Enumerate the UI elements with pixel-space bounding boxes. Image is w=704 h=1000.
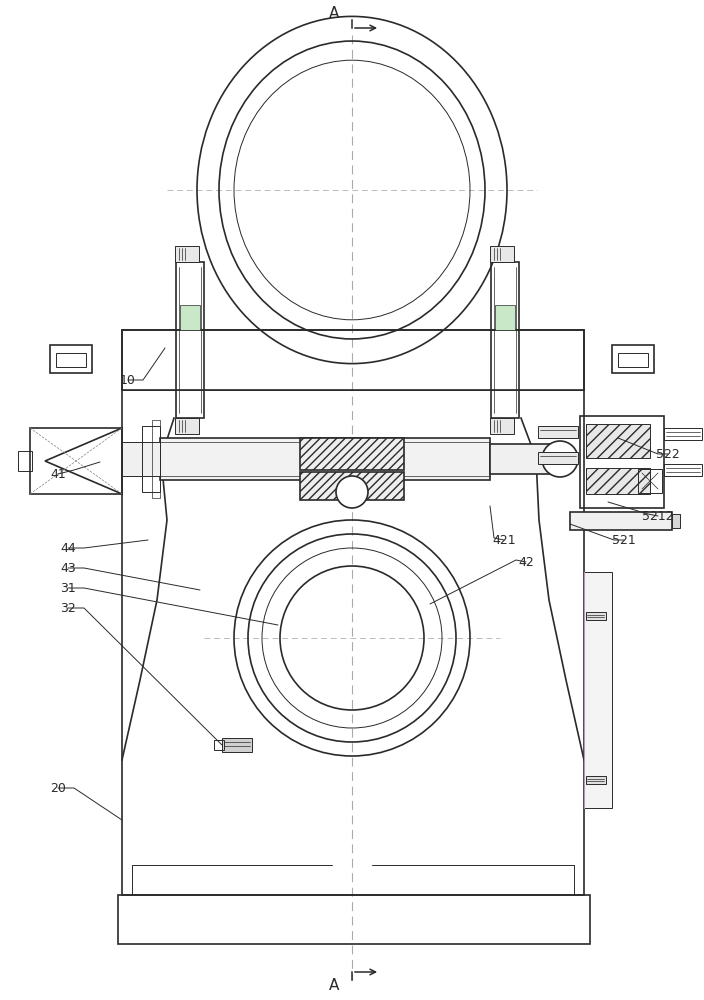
Text: 42: 42 [518, 556, 534, 568]
Bar [118, 895, 590, 944]
Bar [152, 420, 160, 498]
Bar [50, 345, 92, 373]
Bar [538, 452, 578, 464]
Bar [214, 740, 224, 750]
Bar [175, 246, 199, 262]
Bar [580, 416, 664, 508]
Text: A: A [329, 6, 339, 21]
Bar [180, 305, 200, 330]
Bar [586, 424, 650, 458]
Bar [638, 469, 662, 493]
Text: 43: 43 [60, 562, 76, 574]
Bar [490, 246, 514, 262]
Bar [490, 418, 514, 434]
Text: 521: 521 [612, 534, 636, 546]
Bar [30, 428, 122, 494]
Bar [672, 514, 680, 528]
Text: 10: 10 [120, 373, 136, 386]
Circle shape [542, 441, 578, 477]
Bar [56, 353, 86, 367]
Bar [612, 345, 654, 373]
Bar [664, 428, 702, 440]
Bar [122, 442, 160, 476]
Bar [618, 353, 648, 367]
Bar [18, 451, 32, 471]
Bar [570, 512, 672, 530]
Text: 31: 31 [60, 582, 76, 594]
Bar [122, 330, 584, 390]
Text: 20: 20 [50, 782, 66, 794]
Bar [160, 438, 490, 480]
Bar [586, 468, 650, 494]
Bar [664, 464, 702, 476]
Bar [222, 738, 252, 752]
Text: 44: 44 [60, 542, 76, 554]
Bar [584, 572, 612, 808]
Bar [538, 426, 578, 438]
Text: 41: 41 [50, 468, 66, 481]
Bar [491, 262, 519, 418]
Text: 421: 421 [492, 534, 516, 546]
Bar [495, 305, 515, 330]
Bar [300, 472, 404, 500]
Bar [490, 444, 550, 474]
Text: 32: 32 [60, 601, 76, 614]
Bar [176, 262, 204, 418]
Bar [586, 612, 606, 620]
Bar [142, 426, 160, 492]
Text: 5212: 5212 [642, 510, 674, 522]
Bar [300, 438, 404, 470]
Bar [175, 418, 199, 434]
Bar [586, 776, 606, 784]
Circle shape [336, 476, 368, 508]
Text: 522: 522 [656, 448, 680, 460]
Text: A: A [329, 978, 339, 994]
Bar [122, 330, 584, 895]
